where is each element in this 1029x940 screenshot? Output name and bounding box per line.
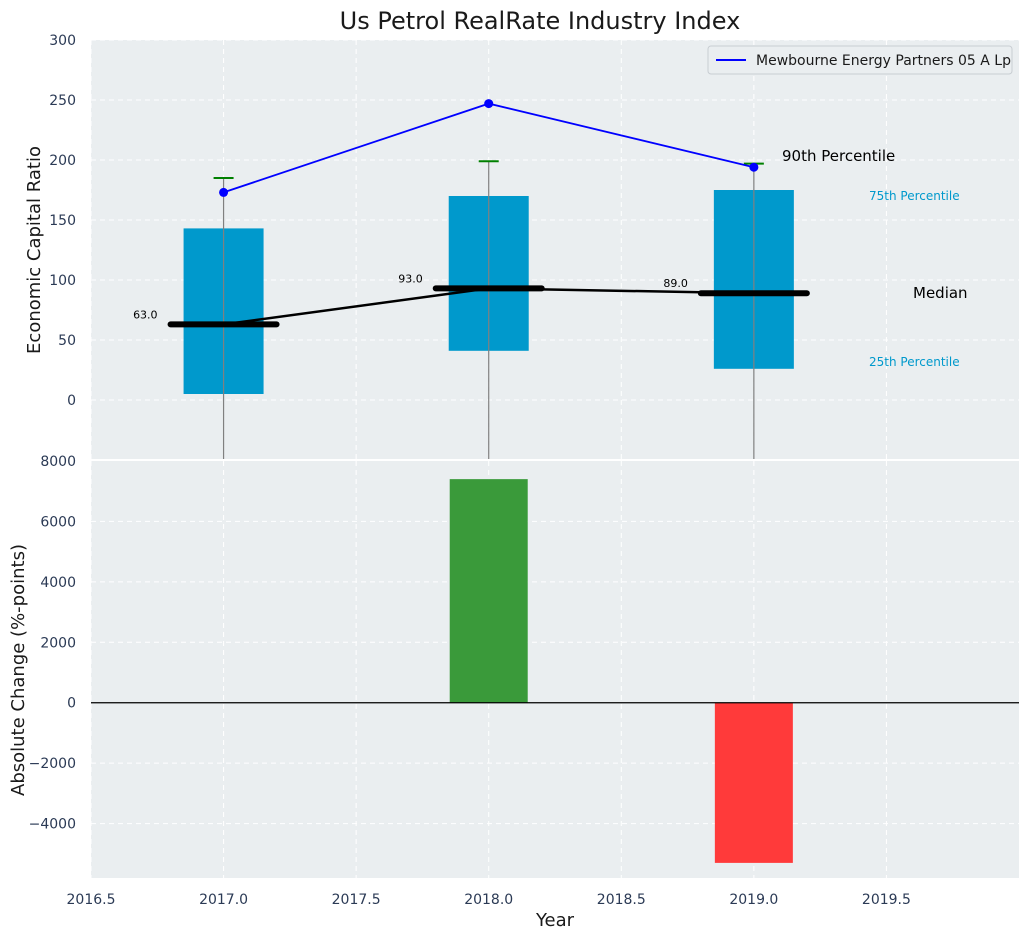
bottom-y-tick-label: −2000 [29, 756, 76, 772]
bottom-plot-area [91, 461, 1019, 878]
company-point [219, 187, 229, 197]
bottom-y-tick-label: −4000 [29, 817, 76, 833]
bottom-y-axis-label: Absolute Change (%-points) [8, 544, 29, 796]
legend-label: Mewbourne Energy Partners 05 A Lp [756, 53, 1011, 69]
positive-change-bar [449, 479, 528, 703]
annotation-90th-percentile: 90th Percentile [782, 147, 895, 165]
x-tick-label: 2019.5 [862, 892, 911, 908]
annotation-25th-percentile: 25th Percentile [869, 355, 960, 369]
bottom-y-tick-label: 6000 [40, 514, 76, 530]
legend-box [707, 45, 1013, 75]
annotation-median: Median [913, 284, 968, 302]
annotation-75th-percentile: 75th Percentile [869, 189, 960, 203]
bottom-panel: −4000 −2000 0 2000 4000 6000 8000 Absolute Cha… [8, 454, 1019, 878]
top-y-tick-label: 100 [49, 273, 76, 289]
bottom-y-tick-label: 8000 [40, 454, 76, 470]
company-point [749, 162, 759, 172]
x-ticks: 2016.5 2017.0 2017.5 2018.0 2018.5 2019.0 2019… [67, 892, 911, 908]
x-tick-label: 2018.0 [464, 892, 513, 908]
legend: Mewbourne Energy Partners 05 A Lp [707, 45, 1013, 75]
top-panel: 0 50 100 150 200 250 300 63.0 93.0 89.0 Economic… [24, 33, 1019, 460]
bottom-y-tick-label: 4000 [40, 575, 76, 591]
x-tick-label: 2017.0 [199, 892, 248, 908]
top-y-tick-label: 200 [49, 153, 76, 169]
top-y-ticks: 0 50 100 150 200 250 300 [49, 33, 76, 409]
bottom-y-tick-label: 0 [67, 696, 76, 712]
median-value-label: 93.0 [398, 272, 423, 285]
x-tick-label: 2016.5 [67, 892, 116, 908]
median-value-label: 63.0 [133, 308, 158, 321]
x-tick-label: 2017.5 [332, 892, 381, 908]
top-y-axis-label: Economic Capital Ratio [24, 146, 45, 354]
median-value-label: 89.0 [663, 277, 688, 290]
x-axis-label: Year [535, 910, 575, 931]
top-y-tick-label: 150 [49, 213, 76, 229]
top-y-tick-label: 0 [67, 393, 76, 409]
top-y-tick-label: 300 [49, 33, 76, 49]
bottom-y-ticks: −4000 −2000 0 2000 4000 6000 8000 [29, 454, 76, 833]
x-tick-label: 2018.5 [597, 892, 646, 908]
x-tick-label: 2019.0 [729, 892, 778, 908]
annotations: 90th Percentile 75th Percentile Median 2… [782, 147, 968, 369]
bottom-marks [91, 479, 1019, 863]
negative-change-bar [714, 702, 793, 863]
chart-title: Us Petrol RealRate Industry Index [340, 7, 741, 35]
top-marks: 63.0 93.0 89.0 [133, 99, 810, 460]
bottom-y-tick-label: 2000 [40, 635, 76, 651]
company-point [484, 99, 494, 109]
top-y-tick-label: 250 [49, 93, 76, 109]
top-y-tick-label: 50 [58, 333, 76, 349]
